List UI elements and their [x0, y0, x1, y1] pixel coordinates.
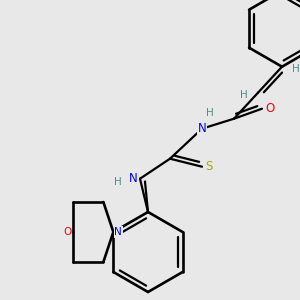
Text: N: N: [129, 172, 138, 185]
Text: H: H: [240, 90, 248, 100]
Text: O: O: [265, 102, 274, 115]
Text: N: N: [114, 227, 122, 237]
Text: N: N: [198, 122, 206, 135]
Text: H: H: [292, 64, 300, 74]
Text: H: H: [206, 108, 214, 118]
Text: S: S: [205, 160, 212, 173]
Text: H: H: [114, 177, 122, 187]
Text: O: O: [63, 227, 71, 237]
